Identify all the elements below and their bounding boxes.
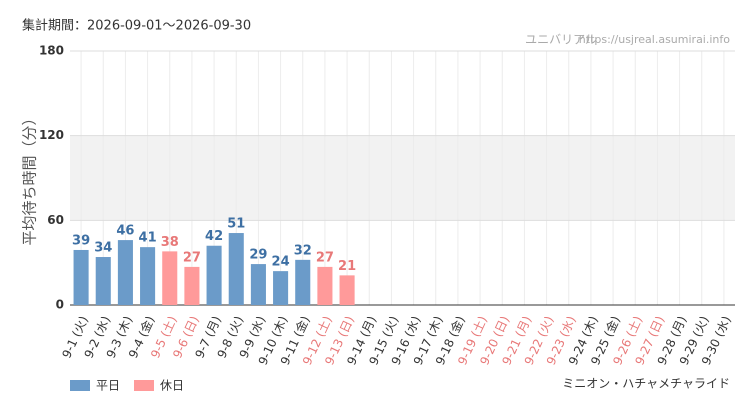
value-label: 27	[183, 250, 201, 265]
y-tick-label: 60	[47, 213, 64, 227]
bar	[206, 245, 222, 305]
site-name: ユニバリアル	[525, 33, 597, 47]
y-tick-label: 180	[39, 44, 64, 58]
value-label: 51	[227, 217, 245, 232]
attraction-name: ミニオン・ハチャメチャライド	[562, 377, 730, 391]
value-label: 46	[116, 224, 134, 239]
value-label: 34	[94, 241, 112, 256]
legend-label: 平日	[96, 379, 120, 393]
legend-swatch	[70, 380, 90, 391]
bar	[73, 249, 89, 305]
bar	[339, 275, 355, 305]
value-label: 21	[338, 259, 356, 274]
bar	[140, 247, 156, 305]
bar	[273, 271, 289, 305]
value-label: 38	[161, 235, 179, 250]
bar	[228, 233, 244, 305]
value-label: 27	[316, 250, 334, 265]
value-label: 32	[294, 243, 312, 258]
bar	[295, 259, 311, 305]
y-tick-label: 120	[39, 128, 64, 142]
value-label: 24	[272, 255, 290, 270]
bar	[117, 240, 133, 305]
bar	[162, 251, 178, 305]
bar	[317, 266, 333, 305]
y-tick-label: 0	[56, 298, 64, 312]
value-label: 29	[249, 248, 267, 263]
bar	[95, 257, 111, 305]
y-axis-label: 平均待ち時間（分）	[21, 110, 39, 245]
bar	[184, 266, 200, 305]
bar	[250, 264, 266, 305]
shaded-band	[70, 135, 735, 221]
value-label: 42	[205, 229, 223, 244]
legend-label: 休日	[160, 379, 184, 393]
legend-swatch	[134, 380, 154, 391]
site-url: https://usjreal.asumirai.info	[579, 33, 730, 46]
value-label: 39	[72, 233, 90, 248]
value-label: 41	[139, 231, 157, 246]
period-label: 集計期間：2026-09-01～2026-09-30	[22, 18, 251, 34]
